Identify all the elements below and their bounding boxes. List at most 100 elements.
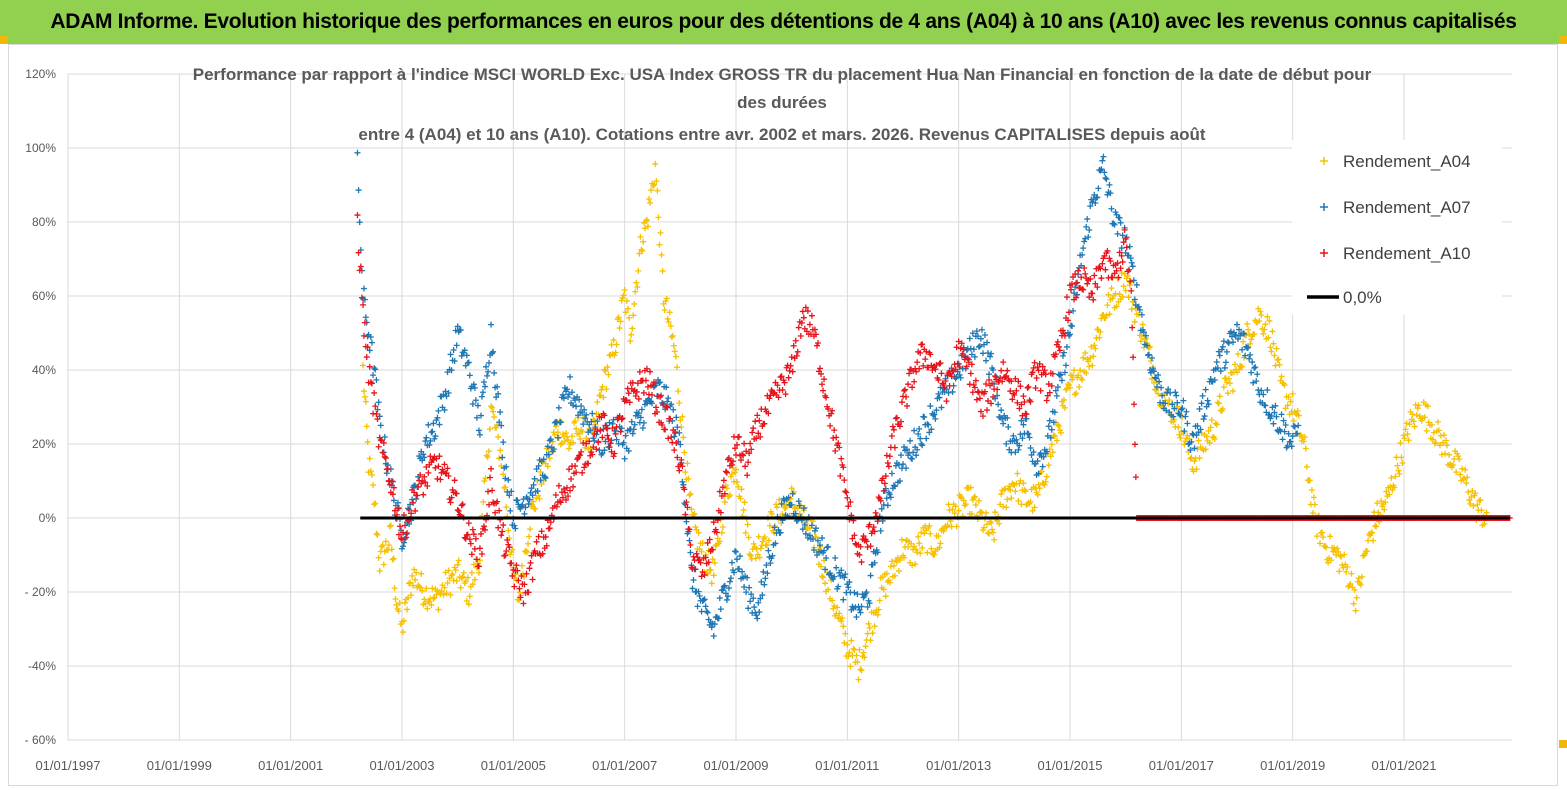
data-point <box>977 508 984 515</box>
axes: - 60%-40%- 20%0%20%40%60%80%100%120%01/0… <box>25 67 1437 773</box>
data-point <box>671 447 678 454</box>
data-point <box>915 533 922 540</box>
data-point <box>1131 296 1138 303</box>
data-point <box>940 528 947 535</box>
data-point <box>585 460 592 467</box>
data-point <box>788 354 795 361</box>
data-point <box>1229 387 1236 394</box>
x-tick-label: 01/01/2017 <box>1149 758 1214 773</box>
data-point <box>927 530 934 537</box>
data-point <box>496 455 503 462</box>
data-point <box>1020 393 1027 400</box>
data-point <box>665 319 672 326</box>
data-point <box>1137 338 1144 345</box>
data-point <box>1001 486 1008 493</box>
data-point <box>1049 370 1056 377</box>
data-point <box>891 572 898 579</box>
data-point <box>465 601 472 608</box>
data-point <box>1084 216 1091 223</box>
data-point <box>550 446 557 453</box>
data-point <box>1064 381 1071 388</box>
data-point <box>1082 350 1089 357</box>
data-point <box>811 326 818 333</box>
data-point <box>720 583 727 590</box>
data-point <box>375 399 382 406</box>
data-point <box>1374 500 1381 507</box>
data-point <box>880 488 887 495</box>
data-point <box>635 267 642 274</box>
data-point <box>1020 421 1027 428</box>
data-point <box>625 390 632 397</box>
data-point <box>1003 372 1010 379</box>
data-point <box>1004 496 1011 503</box>
data-point <box>1014 399 1021 406</box>
data-point <box>951 510 958 517</box>
data-point <box>525 500 532 507</box>
data-point <box>702 603 709 610</box>
data-point <box>525 540 532 547</box>
data-point <box>1364 548 1371 555</box>
resize-handle-bottom-right[interactable] <box>1559 740 1567 748</box>
resize-handle-top-right[interactable] <box>1559 36 1567 44</box>
data-point <box>478 551 485 558</box>
data-point <box>668 334 675 341</box>
data-point <box>557 499 564 506</box>
data-point <box>1159 392 1166 399</box>
resize-handle-top-left[interactable] <box>0 36 8 44</box>
y-tick-label: 40% <box>32 363 56 377</box>
data-point <box>419 587 426 594</box>
data-point <box>1194 446 1201 453</box>
data-point <box>1343 568 1350 575</box>
data-point <box>362 398 369 405</box>
data-point <box>612 430 619 437</box>
data-point <box>976 343 983 350</box>
data-point <box>1105 291 1112 298</box>
data-point <box>546 455 553 462</box>
data-point <box>955 507 962 514</box>
data-point <box>1213 358 1220 365</box>
data-point <box>1052 387 1059 394</box>
data-point <box>1333 551 1340 558</box>
data-point <box>920 362 927 369</box>
data-point <box>679 463 686 470</box>
data-point <box>1404 431 1411 438</box>
data-point <box>1153 387 1160 394</box>
data-point <box>1402 426 1409 433</box>
data-point <box>388 546 395 553</box>
data-point <box>1067 331 1073 338</box>
data-point <box>1051 409 1058 416</box>
data-point <box>717 606 724 613</box>
data-point <box>944 522 951 529</box>
data-point <box>1119 232 1126 239</box>
data-point <box>389 491 396 498</box>
data-point <box>1097 328 1104 335</box>
data-point <box>831 427 838 434</box>
data-point <box>602 368 609 375</box>
data-point <box>1350 600 1357 607</box>
data-point <box>594 428 601 435</box>
data-point <box>860 649 867 656</box>
data-point <box>933 407 940 414</box>
data-point <box>766 522 773 529</box>
data-point <box>1133 281 1140 288</box>
data-point <box>599 434 606 441</box>
data-point <box>613 341 620 348</box>
data-point <box>1185 441 1192 448</box>
data-point <box>997 374 1004 381</box>
data-point <box>412 507 419 514</box>
data-point <box>980 524 987 531</box>
y-tick-label: 100% <box>25 141 56 155</box>
data-point <box>737 495 744 502</box>
y-tick-label: - 20% <box>25 585 57 599</box>
data-point <box>1059 352 1066 359</box>
data-point <box>986 530 993 537</box>
data-point <box>519 501 526 508</box>
data-point <box>1476 497 1483 504</box>
data-point <box>1269 404 1276 411</box>
data-point <box>853 652 860 659</box>
data-point <box>684 460 691 467</box>
data-point <box>758 578 765 585</box>
data-point <box>360 285 367 292</box>
data-point <box>725 585 732 592</box>
data-point <box>718 529 725 536</box>
